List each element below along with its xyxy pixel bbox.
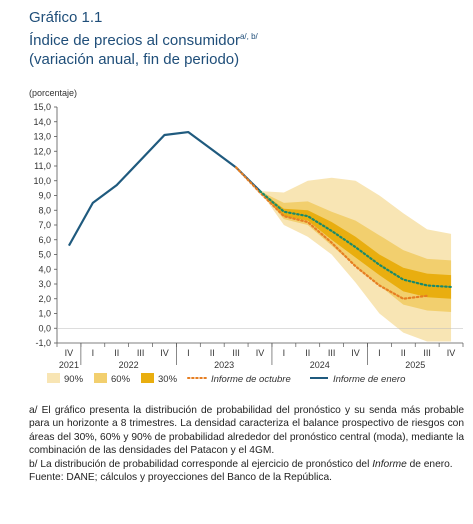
legend-swatch: [141, 373, 154, 383]
note-a: a/ El gráfico presenta la distribución d…: [29, 405, 464, 457]
chart-subtitle: (variación anual, fin de periodo): [29, 51, 240, 68]
quarter-label: I: [283, 348, 286, 358]
legend-label: Informe de enero: [333, 374, 405, 385]
quarter-label: III: [137, 348, 145, 358]
y-tick-label: 10,0: [33, 176, 51, 186]
source-note: Fuente: DANE; cálculos y proyecciones de…: [29, 472, 332, 484]
note-b-suffix: de enero.: [406, 458, 453, 470]
y-unit-label: (porcentaje): [29, 88, 77, 98]
quarter-label: III: [232, 348, 240, 358]
legend-label: 90%: [64, 374, 84, 385]
legend-item: Informe de octubre: [187, 374, 291, 385]
fan-band-30: [260, 191, 452, 299]
year-label: 2021: [59, 360, 79, 370]
figure-number: Gráfico 1.1: [29, 9, 103, 26]
chart-title-block: Gráfico 1.1 Índice de precios al consumi…: [29, 8, 258, 69]
quarter-label: II: [210, 348, 215, 358]
chart-notes: a/ El gráfico presenta la distribución d…: [29, 404, 464, 484]
y-tick-label: 6,0: [38, 235, 51, 245]
y-tick-label: 4,0: [38, 264, 51, 274]
y-tick-label: 1,0: [38, 309, 51, 319]
y-tick-label: 0,0: [38, 323, 51, 333]
y-tick-label: 3,0: [38, 279, 51, 289]
quarter-label: IV: [256, 348, 265, 358]
legend-swatch: [47, 373, 60, 383]
y-tick-label: 2,0: [38, 294, 51, 304]
legend-item: 90%: [47, 373, 84, 385]
legend-label: Informe de octubre: [211, 374, 291, 385]
y-tick-label: 14,0: [33, 117, 51, 127]
legend-label: 60%: [111, 374, 131, 385]
quarter-label: II: [401, 348, 406, 358]
title-footnote-marks: a/, b/: [239, 32, 258, 41]
year-label: 2023: [214, 360, 234, 370]
series-line: [67, 130, 261, 247]
y-tick-label: 7,0: [38, 220, 51, 230]
y-tick-label: 8,0: [38, 205, 51, 215]
chart-title: Índice de precios al consumidora/, b/: [29, 27, 258, 50]
legend-item: 30%: [141, 373, 178, 385]
year-label: 2024: [310, 360, 330, 370]
quarter-label: I: [92, 348, 95, 358]
quarter-label: III: [328, 348, 336, 358]
legend-item: 60%: [94, 373, 131, 385]
quarter-label: II: [114, 348, 119, 358]
y-tick-label: 9,0: [38, 191, 51, 201]
legend-item: Informe de enero: [310, 374, 405, 385]
y-tick-label: 15,0: [33, 102, 51, 112]
note-b-emph: Informe: [372, 458, 407, 470]
legend-swatch: [94, 373, 107, 383]
note-b: b/ La distribución de probabilidad corre…: [29, 458, 464, 471]
series-line: [235, 166, 429, 300]
cpi-fan-chart: (porcentaje) 15,0 14,0 13,0 12,0 11,0 10,0 9,0 8…: [29, 88, 464, 385]
quarter-label: IV: [351, 348, 360, 358]
quarter-label: IV: [160, 348, 169, 358]
quarter-label: IV: [447, 348, 456, 358]
y-tick-label: 12,0: [33, 146, 51, 156]
y-tick-label: 13,0: [33, 132, 51, 142]
quarter-label: I: [187, 348, 190, 358]
quarter-label: IV: [65, 348, 74, 358]
series-line: [258, 189, 453, 289]
quarter-label: II: [305, 348, 310, 358]
quarter-label: I: [378, 348, 381, 358]
year-label: 2022: [119, 360, 139, 370]
chart-title-text: Índice de precios al consumidor: [29, 32, 240, 49]
legend-label: 30%: [158, 374, 178, 385]
y-tick-label: 5,0: [38, 250, 51, 260]
note-b-prefix: b/ La distribución de probabilidad corre…: [29, 458, 373, 470]
quarter-label: III: [423, 348, 431, 358]
y-tick-label: 11,0: [34, 161, 51, 171]
y-tick-label: -1,0: [35, 338, 51, 348]
year-label: 2025: [405, 360, 425, 370]
